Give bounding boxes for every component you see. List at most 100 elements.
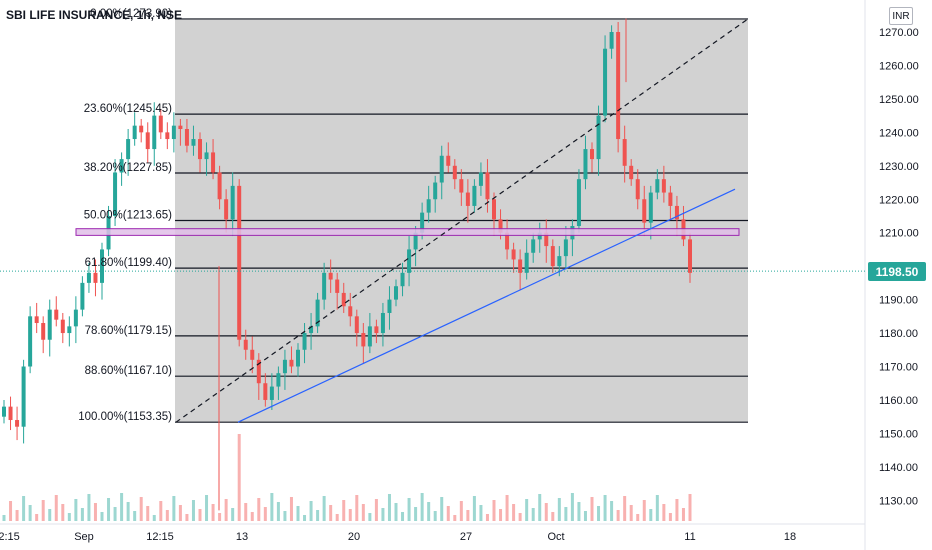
price-tick-label: 1140.00	[879, 462, 918, 474]
candle-body	[531, 239, 536, 253]
candle-body	[204, 152, 209, 160]
volume-bar	[407, 498, 411, 521]
candle-body	[230, 185, 235, 220]
candle-body	[15, 420, 20, 427]
candle-body	[505, 232, 510, 250]
volume-bar	[178, 505, 182, 521]
candle-body	[635, 179, 640, 200]
fib-label-2: 38.20%(1227.85)	[84, 162, 172, 174]
candle-body	[73, 309, 78, 327]
time-tick-label: Sep	[74, 531, 94, 543]
volume-bar	[93, 503, 97, 521]
volume-bar	[120, 493, 124, 521]
candle-body	[688, 239, 692, 273]
volume-bar	[270, 493, 274, 521]
volume-bar	[603, 495, 607, 521]
volume-bar	[538, 494, 542, 521]
volume-bar	[316, 510, 320, 521]
price-tick-label: 1230.00	[879, 161, 919, 173]
volume-bar	[505, 495, 509, 521]
candle-body	[217, 172, 222, 200]
volume-bar	[662, 504, 666, 521]
volume-bar	[191, 500, 195, 521]
candle-body	[485, 172, 490, 200]
drawing-overlays[interactable]	[75, 18, 749, 423]
volume-bar	[368, 513, 372, 521]
candle-body	[8, 406, 13, 421]
volume-bar	[322, 496, 326, 521]
volume-bar	[250, 512, 254, 521]
volume-bar	[623, 496, 627, 521]
volume-bar	[329, 505, 333, 521]
volume-bar	[218, 513, 222, 521]
candle-body	[616, 32, 621, 140]
price-tick-label: 1260.00	[879, 60, 919, 72]
volume-bar	[499, 509, 503, 521]
volume-bar	[355, 495, 359, 521]
candle-body	[348, 306, 353, 317]
candle-body	[119, 159, 124, 173]
fib-label-7: 100.00%(1153.35)	[78, 411, 172, 423]
volume-bar	[205, 495, 209, 521]
candle-body	[34, 316, 39, 324]
volume-bar	[244, 503, 248, 521]
time-tick-label: 20	[348, 531, 360, 543]
volume-bar	[146, 506, 150, 521]
volume-bar	[387, 494, 391, 521]
volume-bar	[303, 515, 307, 521]
volume-bar	[35, 514, 39, 521]
time-tick-label: 27	[460, 531, 472, 543]
candle-body	[492, 199, 496, 220]
volume-bar	[518, 513, 522, 521]
price-tick-label: 1160.00	[879, 395, 918, 407]
price-tick-label: 1210.00	[879, 228, 919, 240]
candle-body	[47, 309, 52, 340]
volume-bar	[165, 510, 169, 521]
chart-title: SBI LIFE INSURANCE, 1h, NSE	[6, 8, 182, 22]
candle-body	[2, 406, 6, 417]
candle-body	[41, 323, 46, 340]
fib-label-0: 0.00%(1273.90)	[90, 8, 172, 20]
volume-bar	[564, 507, 568, 521]
volume-bar	[453, 515, 457, 521]
price-axis[interactable]: 1270.00 1260.00 1250.00 1240.00 1230.00 1220.…	[879, 27, 919, 507]
volume-bar	[414, 507, 418, 521]
price-tick-label: 1170.00	[879, 362, 918, 374]
fib-label-5: 78.60%(1179.15)	[85, 325, 173, 337]
candle-body	[269, 386, 274, 400]
volume-bar	[185, 514, 189, 521]
volume-bar	[642, 500, 646, 521]
candle-body	[126, 139, 131, 160]
volume-bar	[67, 513, 71, 521]
time-axis[interactable]: 12:15 Sep 12:15 13 20 27 Oct 11 18	[0, 531, 796, 543]
candle-body	[184, 129, 189, 146]
candle-body	[642, 199, 647, 223]
currency-label[interactable]: INR	[889, 7, 913, 25]
volume-bar	[420, 493, 424, 521]
volume-bar	[544, 503, 548, 521]
candle-body	[282, 359, 287, 374]
candle-body	[426, 199, 431, 213]
candle-body	[452, 165, 457, 180]
price-tick-label: 1240.00	[879, 127, 919, 139]
volume-bar	[616, 510, 620, 521]
candle-body	[439, 155, 444, 183]
candle-body	[93, 272, 98, 283]
candle-body	[158, 115, 163, 133]
time-tick-label: 11	[684, 531, 695, 543]
candle-body	[380, 312, 385, 334]
volume-bar	[2, 515, 6, 521]
candle-body	[400, 272, 405, 287]
candle-body	[472, 185, 477, 206]
volume-bar	[492, 500, 496, 521]
volume-bar	[649, 509, 653, 521]
volume-bar	[361, 504, 365, 521]
volume-bar	[681, 508, 685, 521]
candle-body	[243, 339, 248, 350]
candle-body	[374, 326, 379, 334]
candle-body	[224, 199, 229, 220]
volume-bar	[22, 496, 26, 521]
volume-bar	[54, 495, 58, 521]
time-tick-label: 18	[784, 531, 796, 543]
